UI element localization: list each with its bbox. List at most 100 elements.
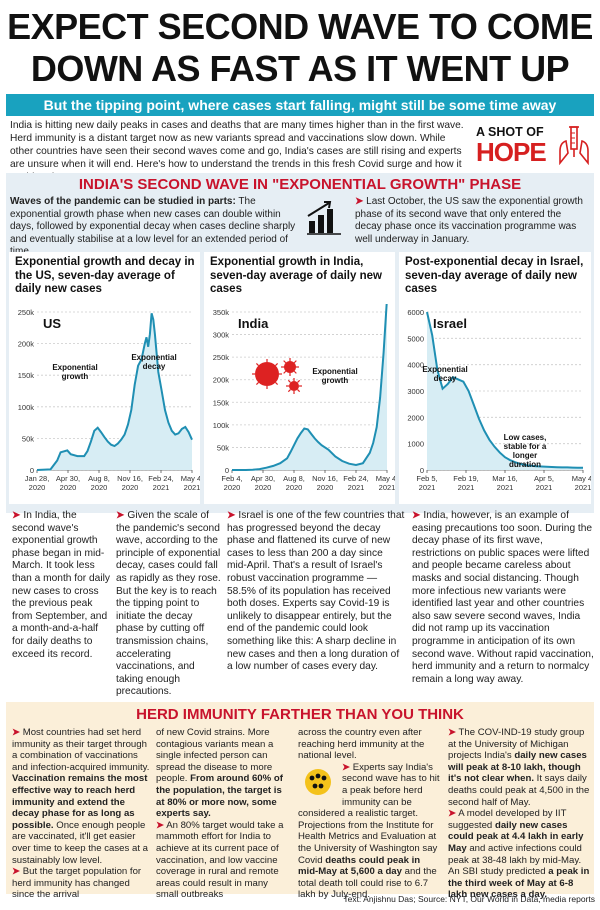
x-tick-label: Nov 16,	[117, 474, 143, 483]
herd-c3p2c: and the total death toll could rise to 6…	[298, 866, 437, 901]
herd-c4p2d: a peak in the third week of May at 6-8 l…	[448, 866, 590, 901]
x-tick-label: Apr 30,	[56, 474, 80, 483]
annotation-label: duration	[509, 460, 541, 469]
herd-c4p2c: and active infections could peak at 38-4…	[448, 842, 582, 878]
col3-text: ➤ Israel is one of the few countries tha…	[227, 510, 405, 674]
arrow-icon: ➤	[12, 510, 21, 521]
syringe-hands-icon	[559, 126, 589, 165]
series-line	[426, 311, 584, 469]
y-tick-label: 350k	[213, 308, 230, 317]
series-line	[232, 304, 388, 471]
arrow-icon: ➤	[156, 819, 165, 831]
y-tick-label: 150k	[18, 371, 35, 380]
y-tick-label: 3000	[407, 387, 424, 396]
annotation-label: growth	[322, 376, 349, 385]
y-tick-label: 5000	[407, 334, 424, 343]
col2-lead: Given the scale of the pandemic's second…	[116, 510, 221, 698]
x-tick-label: 2020	[122, 483, 139, 492]
annotation-label: stable for a	[504, 442, 547, 451]
virus-spike	[283, 370, 287, 374]
x-tick-label: 2021	[348, 483, 365, 492]
x-tick-label: 2021	[419, 483, 436, 492]
herd-c2p1b: From around 60% of the population, the t…	[156, 773, 283, 820]
panel-label: India	[238, 316, 269, 331]
y-tick-label: 300k	[213, 331, 230, 340]
arrow-icon: ➤	[227, 510, 236, 521]
col1-lead: In India, the second wave's exponential …	[12, 510, 110, 660]
x-tick-label: 2021	[497, 483, 514, 492]
y-tick-label: 2000	[407, 413, 424, 422]
herd-immunity-section	[6, 702, 594, 894]
chart-title-india: Exponential growth in India, seven-day a…	[210, 256, 382, 295]
chart-title-us: Exponential growth and decay in the US, …	[15, 256, 195, 295]
y-tick-label: 250k	[18, 308, 35, 317]
panel-label: Israel	[433, 316, 467, 331]
headline-line1: EXPECT SECOND WAVE TO COME	[7, 6, 593, 47]
herd-title: HERD IMMUNITY FARTHER THAN YOU THINK	[136, 706, 464, 723]
herd-c3p2b: deaths could peak in mid-May at 5,600 a …	[298, 854, 421, 878]
herd-c4p2: A model developed by IIT suggested	[448, 808, 567, 831]
herd-c1p2: But the target population for herd immun…	[12, 866, 142, 901]
col1-text: ➤ In India, the second wave's exponentia…	[12, 510, 112, 661]
herd-c2p1: of new Covid strains. More contagious va…	[156, 727, 274, 785]
x-tick-label: Feb 19,	[453, 474, 478, 483]
arrow-icon: ➤	[448, 727, 457, 738]
y-tick-label: 4000	[407, 361, 424, 370]
x-tick-label: 2020	[91, 483, 108, 492]
herd-c4p2b: daily new cases could peak at 4.4 lakh i…	[448, 819, 584, 854]
virus-icon	[284, 361, 296, 373]
herd-c4p1: The COV-IND-19 study group at the Univer…	[448, 727, 585, 762]
series-line	[36, 313, 193, 471]
last-october-note: ➤ Last October, the US saw the exponenti…	[355, 196, 590, 246]
annotation-label: Exponential	[52, 363, 97, 372]
waves-rest: The exponential growth phase when new ca…	[10, 196, 296, 257]
x-tick-label: 2021	[184, 483, 200, 492]
series-area	[37, 313, 192, 470]
annotation-label: Exponential	[422, 365, 467, 374]
arrow-icon: ➤	[116, 510, 125, 521]
badge-line1: A SHOT OF	[476, 125, 544, 139]
y-tick-label: 250k	[213, 353, 230, 362]
y-tick-label: 50k	[22, 434, 34, 443]
chart-panel-india: Exponential growth in India, seven-day a…	[204, 252, 395, 504]
x-tick-label: 2021	[153, 483, 170, 492]
y-tick-label: 50k	[217, 443, 229, 452]
x-tick-label: 2020	[29, 483, 46, 492]
x-tick-label: May 4,	[181, 474, 200, 483]
col2-text: ➤ Given the scale of the pandemic's seco…	[116, 510, 221, 699]
series-area	[232, 304, 387, 470]
virus-icon	[289, 381, 299, 391]
y-tick-label: 1000	[407, 440, 424, 449]
shot-of-hope-badge: A SHOT OF HOPE	[476, 121, 594, 167]
chart-panel-us: Exponential growth and decay in the US, …	[9, 252, 200, 504]
x-tick-label: 2020	[286, 483, 303, 492]
annotation-label: Low cases,	[504, 433, 547, 442]
virus-spike	[293, 360, 297, 364]
virus-spike	[275, 382, 279, 386]
col3-lead: Israel is one of the few countries that …	[227, 510, 405, 673]
waves-explainer: Waves of the pandemic can be studied in …	[10, 196, 298, 259]
annotation-label: longer	[513, 451, 537, 460]
herd-c3p2: Experts say India's second wave has to h…	[298, 761, 440, 866]
chart-title-israel: Post-exponential decay in Israel, seven-…	[405, 256, 584, 295]
x-tick-label: May 4,	[572, 474, 591, 483]
x-tick-label: 2021	[458, 483, 475, 492]
annotation-label: Exponential	[131, 353, 176, 362]
badge-line2: HOPE	[476, 137, 547, 167]
virus-spike	[255, 382, 259, 386]
headline-line2: DOWN AS FAST AS IT WENT UP	[30, 48, 570, 89]
y-tick-label: 0	[225, 466, 229, 475]
y-tick-label: 6000	[407, 308, 424, 317]
section1-title: INDIA'S SECOND WAVE IN "EXPONENTIAL GROW…	[78, 176, 522, 193]
x-tick-label: 2020	[255, 483, 272, 492]
headline: EXPECT SECOND WAVE TO COME DOWN AS FAST …	[0, 0, 600, 92]
virus-spike	[283, 360, 287, 364]
x-tick-label: Aug 8,	[88, 474, 110, 483]
herd-c4p1b: daily new cases will peak at 8-10 lakh, …	[448, 750, 587, 785]
arrow-icon: ➤	[412, 510, 421, 521]
x-tick-label: 2021	[379, 483, 395, 492]
herd-col4: ➤ The COV-IND-19 study group at the Univ…	[448, 727, 592, 901]
credit-line: Text: Anjishnu Das; Source: NYT, Our Wor…	[343, 894, 595, 904]
